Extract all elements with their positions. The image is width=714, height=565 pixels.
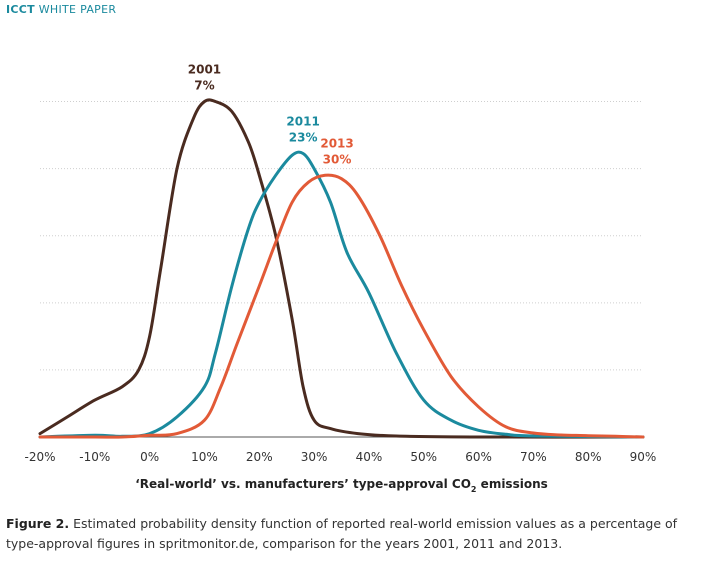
x-tick-label: 80% (575, 450, 602, 464)
series-labels: 2001 7% 2011 23% 2013 30% (188, 63, 354, 167)
series-line-2013 (38, 173, 645, 439)
figure-caption: Figure 2. Estimated probability density … (6, 514, 706, 554)
chart-series (38, 98, 645, 439)
series-line-2001 (38, 98, 645, 439)
header-subtitle: WHITE PAPER (38, 3, 117, 16)
x-tick-label: 60% (465, 450, 492, 464)
x-tick-label: 10% (191, 450, 218, 464)
x-tick-label: 0% (140, 450, 159, 464)
caption-text: Estimated probability density function o… (6, 516, 678, 551)
x-axis-label: ‘Real-world’ vs. manufacturers’ type-app… (135, 477, 548, 494)
series-annotation-2013: 30% (323, 152, 352, 166)
header: ICCT WHITE PAPER (6, 3, 116, 16)
x-tick-label: 50% (410, 450, 437, 464)
x-tick-label: -20% (24, 450, 55, 464)
series-label-2001: 2001 (188, 63, 221, 77)
x-tick-labels: -20% -10% 0% 10% 20% 30% 40% 50% 60% 70% 80% 90% (24, 450, 656, 464)
x-tick-label: 40% (356, 450, 383, 464)
header-brand: ICCT (6, 3, 35, 16)
x-tick-label: -10% (79, 450, 110, 464)
series-line-2011 (38, 150, 645, 439)
x-tick-label: 20% (246, 450, 273, 464)
series-annotation-2001: 7% (194, 79, 214, 93)
series-annotation-2011: 23% (289, 131, 318, 145)
series-label-2011: 2011 (286, 115, 319, 129)
x-tick-label: 30% (301, 450, 328, 464)
caption-label: Figure 2. (6, 516, 70, 531)
x-tick-label: 90% (630, 450, 657, 464)
density-chart: 2001 7% 2011 23% 2013 30% -20% -10% 0% 10% 20% 30%… (24, 63, 656, 494)
series-label-2013: 2013 (320, 136, 353, 150)
x-tick-label: 70% (520, 450, 547, 464)
